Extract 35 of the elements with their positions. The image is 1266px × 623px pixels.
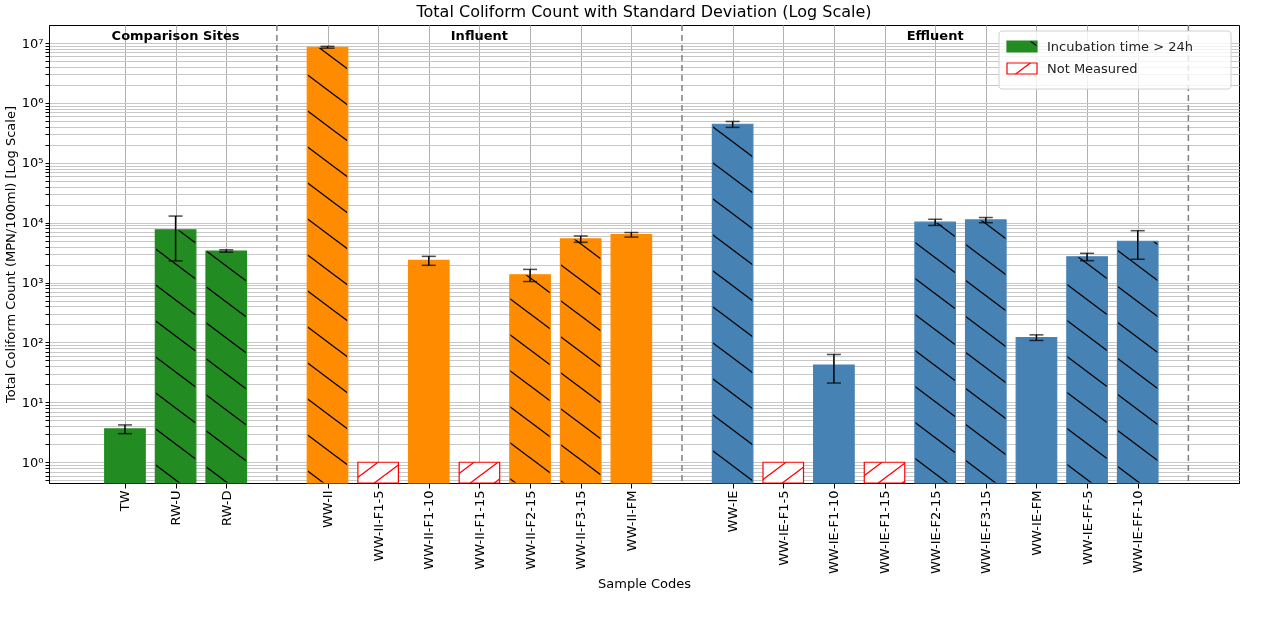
x-tick-label: WW-IE-F1-10 [826,490,842,575]
y-tick-label: 10¹ [21,394,44,410]
x-axis-title: Sample Codes [598,576,692,592]
chart-title: Total Coliform Count with Standard Deviation (Log Scale) [415,2,872,22]
x-tick-label: WW-II-F1-5 [370,490,386,562]
x-tick-label: WW-II-F1-10 [421,490,437,570]
y-tick-label: 10⁶ [21,95,44,111]
x-tick-label: WW-IE [725,490,741,533]
x-tick-label: WW-IE-FF-10 [1130,490,1146,574]
x-tick-label: TW [117,490,133,513]
y-tick-label: 10⁴ [21,215,44,231]
x-tick-label: WW-IE-F1-5 [775,490,791,566]
legend-label: Incubation time > 24h [1047,39,1194,54]
y-tick-label: 10² [21,334,44,350]
x-tick-label: WW-II [320,490,336,529]
legend-label: Not Measured [1047,61,1138,76]
annotation: Effluent [906,28,964,43]
x-tick-label: WW-IE-F1-15 [877,490,893,575]
y-axis-title: Total Coliform Count (MPN/100ml) [Log Scale] [2,106,18,404]
y-tick-label: 10⁵ [21,155,44,171]
y-tick-label: 10³ [21,275,44,291]
x-tick-label: WW-II-F2-15 [522,490,538,570]
annotation: Influent [450,28,509,43]
x-tick-label: WW-II-F3-15 [573,490,589,570]
x-tick-label: WW-IE-FM [1028,490,1044,556]
y-tick-label: 10⁰ [21,454,44,470]
x-tick-label: WW-IE-F3-15 [978,490,994,575]
x-tick-label: WW-II-FM [623,490,639,552]
x-tick-label: WW-IE-FF-5 [1079,490,1095,566]
x-tick-label: RW-U [168,490,184,526]
x-tick-label: WW-II-F1-15 [471,490,487,570]
x-tick-label: RW-D [218,490,234,527]
y-tick-label: 10⁷ [21,35,44,51]
x-tick-label: WW-IE-F2-15 [927,490,943,575]
annotation: Comparison Sites [111,28,240,43]
